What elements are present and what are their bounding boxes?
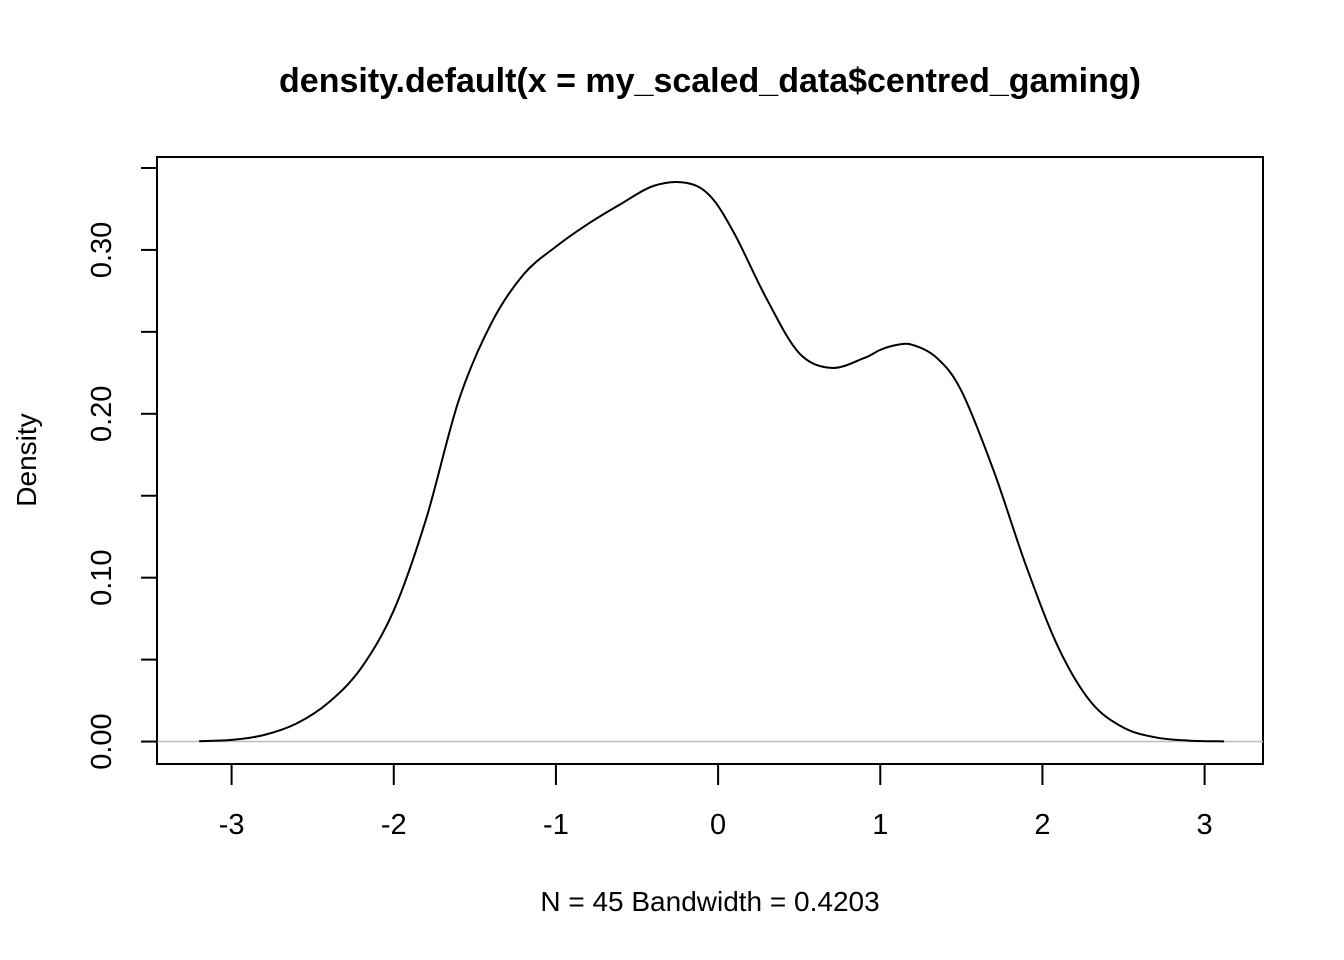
chart-title: density.default(x = my_scaled_data$centr… — [279, 62, 1141, 100]
density-curve — [199, 181, 1225, 743]
y-tick-label: 0.10 — [86, 549, 118, 605]
x-tick-label: 3 — [1197, 809, 1213, 841]
y-tick-label: 0.00 — [86, 713, 118, 769]
y-axis-label: Density — [11, 413, 42, 506]
x-tick-label: 1 — [872, 809, 888, 841]
x-tick-label: -1 — [543, 809, 569, 841]
x-tick-label: 2 — [1034, 809, 1050, 841]
y-tick-label: 0.20 — [86, 386, 118, 442]
y-axis: 0.00 0.10 0.20 0.30 — [86, 166, 158, 770]
x-tick-label: -3 — [219, 809, 245, 841]
x-axis-label: N = 45 Bandwidth = 0.4203 — [540, 886, 879, 917]
y-tick-label: 0.30 — [86, 222, 118, 278]
x-tick-label: -2 — [381, 809, 407, 841]
plot-frame — [156, 156, 1264, 765]
x-tick-label: 0 — [710, 809, 726, 841]
x-axis: -3 -2 -1 0 1 2 3 — [219, 763, 1213, 841]
